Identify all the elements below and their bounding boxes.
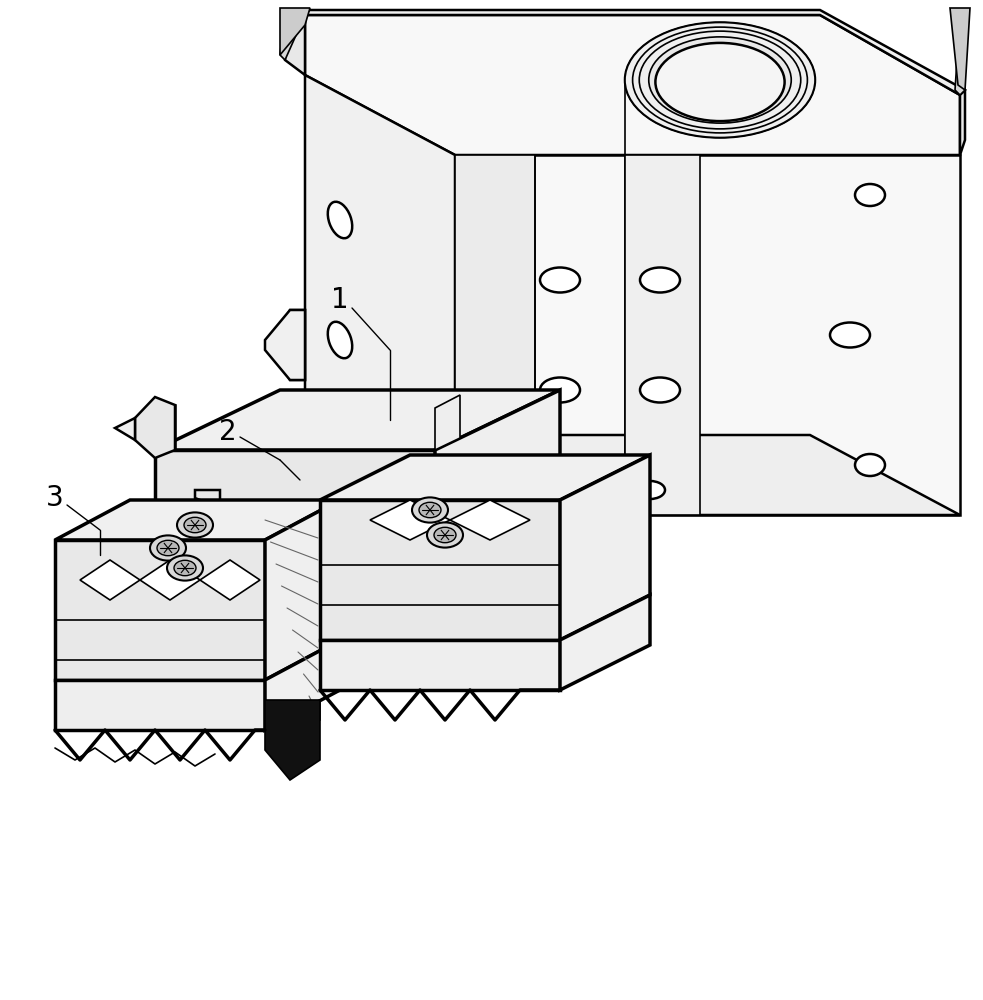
Ellipse shape (625, 22, 815, 137)
Polygon shape (280, 10, 310, 60)
Ellipse shape (855, 184, 885, 206)
Ellipse shape (649, 37, 791, 123)
Polygon shape (320, 640, 560, 690)
Ellipse shape (540, 267, 580, 292)
Polygon shape (560, 455, 650, 640)
Polygon shape (320, 500, 560, 640)
Polygon shape (265, 700, 320, 780)
Polygon shape (55, 540, 265, 680)
Ellipse shape (434, 527, 456, 543)
Ellipse shape (157, 540, 179, 556)
Polygon shape (370, 500, 450, 540)
Polygon shape (80, 560, 140, 600)
Ellipse shape (184, 517, 206, 533)
Polygon shape (435, 395, 460, 450)
Polygon shape (950, 8, 970, 90)
Ellipse shape (419, 502, 441, 518)
Polygon shape (155, 510, 200, 545)
Polygon shape (140, 560, 200, 600)
Ellipse shape (167, 555, 203, 581)
Text: 1: 1 (331, 286, 349, 314)
Ellipse shape (327, 202, 352, 238)
Text: 2: 2 (219, 418, 237, 446)
Polygon shape (960, 90, 965, 155)
Ellipse shape (625, 22, 815, 137)
Ellipse shape (540, 377, 580, 402)
Polygon shape (265, 310, 305, 380)
Polygon shape (455, 155, 960, 515)
Polygon shape (200, 560, 260, 600)
Polygon shape (135, 397, 175, 458)
Polygon shape (270, 310, 305, 380)
Polygon shape (155, 390, 560, 450)
Ellipse shape (174, 560, 196, 576)
Ellipse shape (150, 535, 186, 561)
Polygon shape (320, 455, 650, 500)
Ellipse shape (640, 267, 680, 292)
Polygon shape (285, 10, 965, 95)
Polygon shape (280, 8, 310, 55)
Ellipse shape (640, 377, 680, 402)
Polygon shape (195, 490, 220, 510)
Polygon shape (435, 390, 560, 510)
Polygon shape (285, 10, 305, 75)
Polygon shape (625, 155, 700, 515)
Polygon shape (305, 15, 960, 155)
Polygon shape (155, 450, 435, 510)
Ellipse shape (412, 497, 448, 523)
Polygon shape (450, 500, 530, 540)
Polygon shape (265, 500, 340, 680)
Ellipse shape (855, 454, 885, 476)
Polygon shape (265, 640, 340, 730)
Polygon shape (55, 680, 265, 730)
Ellipse shape (177, 512, 213, 538)
Polygon shape (455, 155, 535, 515)
Polygon shape (265, 500, 340, 740)
Ellipse shape (656, 43, 784, 121)
Polygon shape (155, 405, 175, 450)
Ellipse shape (830, 322, 870, 348)
Ellipse shape (635, 481, 665, 499)
Polygon shape (560, 595, 650, 690)
Polygon shape (55, 500, 340, 540)
Ellipse shape (427, 522, 463, 548)
Polygon shape (955, 15, 965, 95)
Ellipse shape (327, 322, 352, 358)
Polygon shape (115, 418, 135, 440)
Polygon shape (305, 435, 455, 540)
Polygon shape (305, 435, 960, 515)
Polygon shape (305, 75, 455, 515)
Text: 3: 3 (46, 484, 64, 512)
Polygon shape (155, 510, 435, 540)
